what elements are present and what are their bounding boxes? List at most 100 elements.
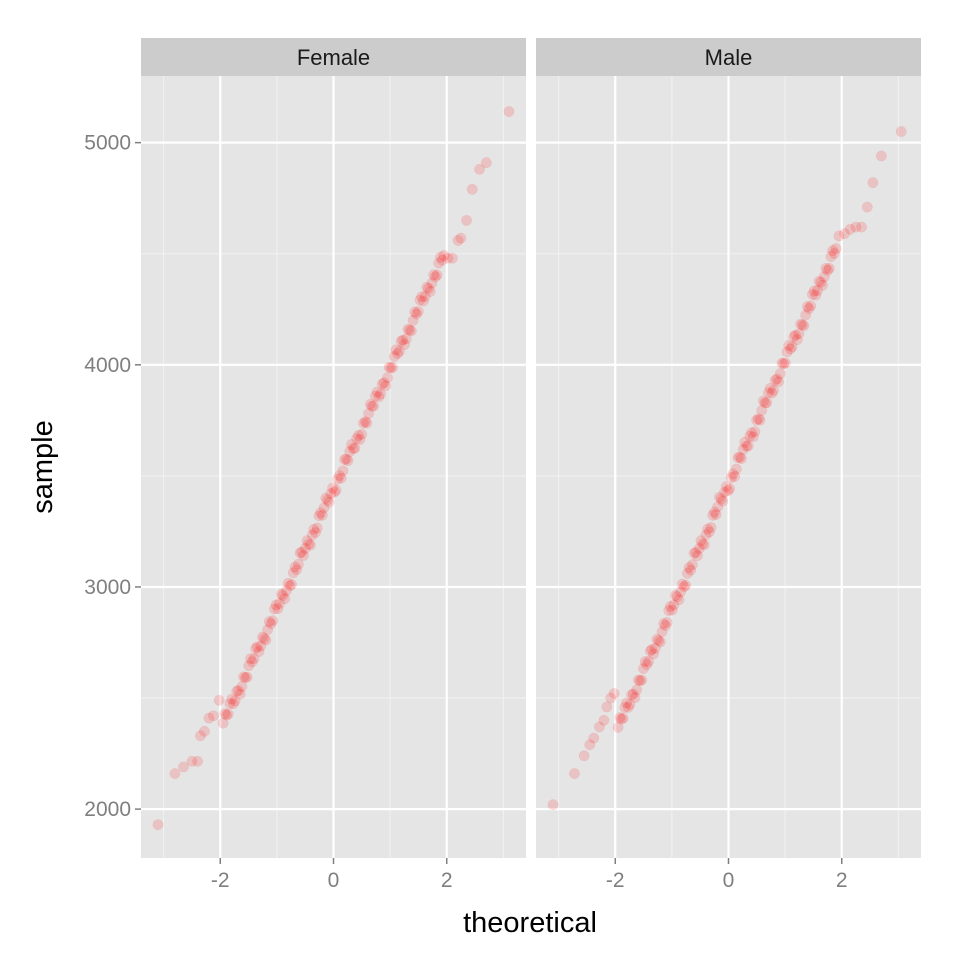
- qq-point: [749, 426, 761, 438]
- qq-point: [680, 579, 692, 591]
- qq-point: [414, 294, 426, 306]
- qq-point: [668, 599, 680, 611]
- x-tick-label: -2: [211, 869, 230, 892]
- qq-point: [296, 546, 308, 558]
- qq-point: [588, 732, 600, 744]
- y-tick-label: 4000: [84, 354, 131, 377]
- qq-point: [438, 249, 450, 261]
- qq-point: [622, 701, 634, 713]
- qq-point: [289, 561, 301, 573]
- qq-point: [744, 430, 756, 442]
- qq-point: [690, 546, 702, 558]
- qq-point: [316, 509, 328, 521]
- qq-point: [246, 656, 258, 668]
- qq-point: [286, 579, 298, 590]
- qq-point: [274, 598, 286, 610]
- qq-point: [757, 395, 769, 407]
- qq-point: [735, 453, 747, 465]
- qq-point: [830, 243, 842, 254]
- qq-point: [839, 228, 851, 240]
- qq-point: [779, 357, 791, 369]
- qq-point: [169, 768, 181, 780]
- strip-label: Male: [705, 45, 753, 70]
- qq-point: [678, 581, 690, 593]
- qq-point: [308, 523, 320, 535]
- qq-point: [649, 642, 661, 654]
- qq-point: [686, 559, 698, 571]
- qq-point: [661, 617, 673, 628]
- qq-point: [268, 603, 280, 615]
- qq-point: [676, 578, 688, 590]
- qq-point: [774, 368, 786, 380]
- qq-point: [867, 177, 879, 189]
- qq-point: [856, 221, 868, 233]
- qq-point: [621, 697, 632, 709]
- qq-point: [323, 496, 335, 508]
- qq-point: [292, 558, 304, 570]
- qq-point: [601, 701, 613, 713]
- qq-point: [393, 345, 405, 357]
- qq-point: [720, 481, 732, 493]
- qq-point: [725, 472, 737, 484]
- panels-layer: Female Male: [141, 38, 921, 858]
- qq-point: [380, 380, 392, 392]
- qq-point: [617, 712, 629, 724]
- qq-point: [803, 303, 815, 314]
- qq-point: [646, 643, 658, 655]
- qq-point: [825, 251, 837, 262]
- qq-point: [503, 106, 515, 117]
- qq-point: [369, 390, 381, 402]
- qq-point: [605, 692, 617, 704]
- qq-point: [405, 325, 417, 337]
- qq-point: [717, 495, 729, 507]
- qq-point: [795, 318, 807, 330]
- qq-point: [480, 157, 492, 169]
- qq-point: [243, 660, 255, 672]
- qq-point: [186, 755, 198, 767]
- qq-point: [653, 635, 665, 647]
- qq-point: [255, 640, 267, 652]
- qq-point: [446, 252, 458, 264]
- qq-point: [666, 604, 678, 616]
- strip-background: [536, 38, 921, 76]
- qq-point: [222, 708, 234, 720]
- qq-point: [282, 577, 294, 589]
- qq-point: [291, 564, 303, 576]
- qq-point: [340, 453, 352, 465]
- qq-point: [311, 522, 323, 534]
- qq-point: [363, 408, 375, 419]
- x-tick-label: -2: [606, 869, 625, 892]
- qq-point: [639, 656, 651, 667]
- qq-point: [742, 440, 754, 452]
- qq-point: [474, 163, 486, 175]
- qq-point: [257, 631, 268, 643]
- qq-point: [569, 768, 580, 780]
- qq-point: [619, 702, 631, 713]
- qq-point: [688, 547, 700, 559]
- qq-point: [547, 799, 559, 811]
- qq-point: [260, 634, 272, 646]
- qq-point: [226, 693, 238, 705]
- qq-point: [756, 404, 768, 416]
- qq-point: [251, 641, 263, 653]
- qq-point: [421, 281, 433, 293]
- qq-point: [208, 710, 219, 722]
- qq-point: [426, 277, 438, 289]
- qq-point: [233, 685, 244, 697]
- x-tick-label: 0: [328, 869, 340, 892]
- qq-point: [265, 618, 277, 630]
- qq-point: [452, 234, 464, 246]
- qq-point: [263, 616, 275, 628]
- qq-point: [670, 589, 681, 601]
- qq-point: [399, 339, 410, 351]
- qq-point: [766, 387, 778, 399]
- qq-point: [786, 341, 798, 353]
- qq-point: [791, 334, 803, 346]
- qq-point: [850, 221, 862, 233]
- qq-point: [412, 305, 424, 317]
- qq-point: [466, 183, 478, 195]
- qq-point: [746, 427, 758, 439]
- qq-point: [392, 348, 404, 359]
- qq-point: [643, 656, 654, 667]
- qq-point: [768, 384, 780, 396]
